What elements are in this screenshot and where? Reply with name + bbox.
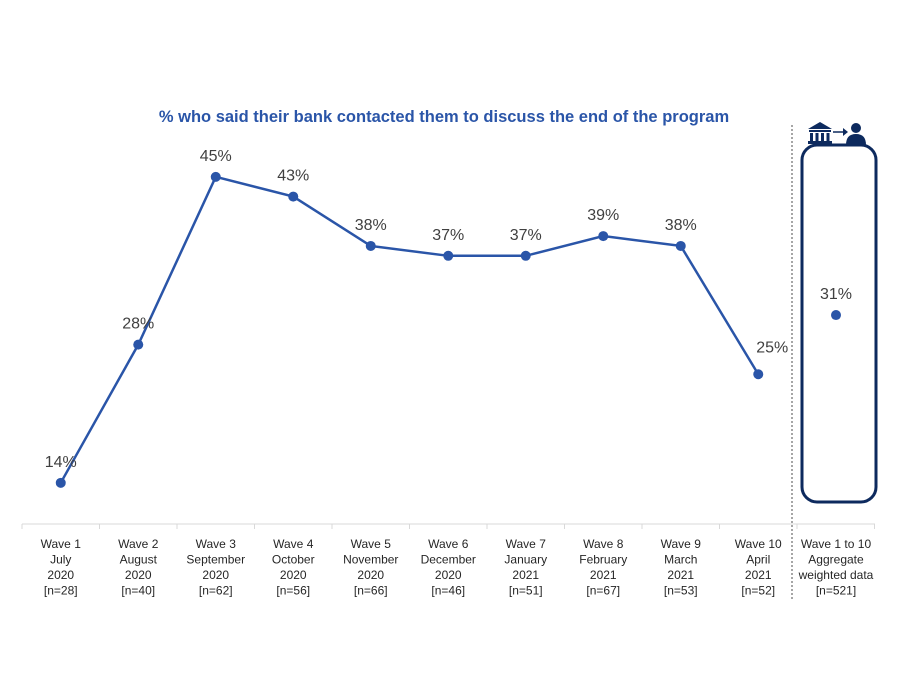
- x-tick-label: October: [272, 553, 315, 567]
- aggregate-point: [831, 310, 841, 321]
- data-label: 14%: [45, 454, 77, 471]
- x-tick-label: 2020: [357, 568, 384, 582]
- x-tick-label: 2021: [667, 568, 694, 582]
- person-head: [851, 123, 861, 133]
- x-tick-label: February: [579, 553, 627, 567]
- x-tick-label: Wave 7: [506, 537, 547, 551]
- chart-title: % who said their bank contacted them to …: [158, 108, 730, 126]
- aggregate-tick-label: Aggregate: [808, 553, 864, 567]
- data-label: 25%: [756, 339, 788, 356]
- x-tick-label: [n=40]: [121, 584, 155, 598]
- data-label: 43%: [277, 168, 309, 185]
- x-tick-label: [n=53]: [664, 584, 698, 598]
- data-point: [598, 231, 609, 242]
- x-tick-label: Wave 2: [118, 537, 159, 551]
- x-tick-label: Wave 9: [661, 537, 702, 551]
- x-tick-label: [n=66]: [354, 584, 388, 598]
- x-tick-label: August: [120, 553, 158, 567]
- data-label: 37%: [432, 227, 464, 244]
- bank-column: [810, 133, 813, 141]
- x-tick-label: 2020: [125, 568, 152, 582]
- bank-roof: [808, 122, 832, 129]
- x-tick-label: Wave 10: [735, 537, 782, 551]
- x-tick-label: [n=51]: [509, 584, 543, 598]
- x-tick-label: November: [343, 553, 398, 567]
- aggregate-tick-label: Wave 1 to 10: [801, 537, 872, 551]
- x-tick-label: April: [746, 553, 770, 567]
- data-label: 45%: [200, 148, 232, 165]
- x-tick-label: January: [504, 553, 547, 567]
- x-tick-label: [n=67]: [586, 584, 620, 598]
- data-point: [675, 240, 686, 251]
- data-point: [55, 477, 66, 488]
- x-tick-label: 2020: [47, 568, 74, 582]
- x-tick-label: 2021: [590, 568, 617, 582]
- x-tick-label: [n=52]: [741, 584, 775, 598]
- arrow-head: [843, 128, 848, 136]
- x-tick-label: Wave 4: [273, 537, 314, 551]
- x-tick-label: September: [186, 553, 245, 567]
- x-tick-label: 2020: [280, 568, 307, 582]
- data-label: 38%: [665, 217, 697, 234]
- data-point: [753, 369, 764, 380]
- bank-column: [821, 133, 824, 141]
- x-tick-label: [n=28]: [44, 584, 78, 598]
- data-point: [443, 250, 454, 261]
- data-point: [133, 339, 144, 350]
- data-point: [288, 191, 299, 202]
- x-tick-label: [n=56]: [276, 584, 310, 598]
- x-tick-label: Wave 8: [583, 537, 624, 551]
- data-label: 39%: [587, 207, 619, 224]
- x-tick-label: Wave 5: [351, 537, 392, 551]
- bank-to-person-icon: [808, 122, 866, 145]
- x-tick-label: [n=46]: [431, 584, 465, 598]
- x-tick-label: Wave 1: [41, 537, 82, 551]
- aggregate-tick-label: [n=521]: [816, 584, 856, 598]
- x-tick-label: March: [664, 553, 697, 567]
- x-tick-label: 2021: [512, 568, 539, 582]
- bank-column: [826, 133, 830, 141]
- data-label: 38%: [355, 217, 387, 234]
- x-tick-label: Wave 6: [428, 537, 469, 551]
- bank-column: [815, 133, 819, 141]
- x-tick-label: 2020: [435, 568, 462, 582]
- aggregate-tick-label: weighted data: [798, 568, 874, 582]
- data-point: [365, 240, 376, 251]
- aggregate-label: 31%: [820, 286, 852, 303]
- x-tick-label: 2021: [745, 568, 772, 582]
- person-body: [846, 134, 866, 145]
- data-label: 37%: [510, 227, 542, 244]
- x-tick-label: Wave 3: [196, 537, 237, 551]
- data-point: [210, 171, 221, 182]
- data-point: [520, 250, 531, 261]
- aggregate-box: [800, 143, 878, 504]
- x-tick-label: July: [50, 553, 71, 567]
- bank-base: [808, 141, 832, 144]
- x-tick-label: [n=62]: [199, 584, 233, 598]
- series-line: [59, 175, 760, 484]
- data-label: 28%: [122, 316, 154, 333]
- bank-beam: [809, 130, 831, 132]
- x-tick-label: December: [421, 553, 476, 567]
- x-tick-label: 2020: [202, 568, 229, 582]
